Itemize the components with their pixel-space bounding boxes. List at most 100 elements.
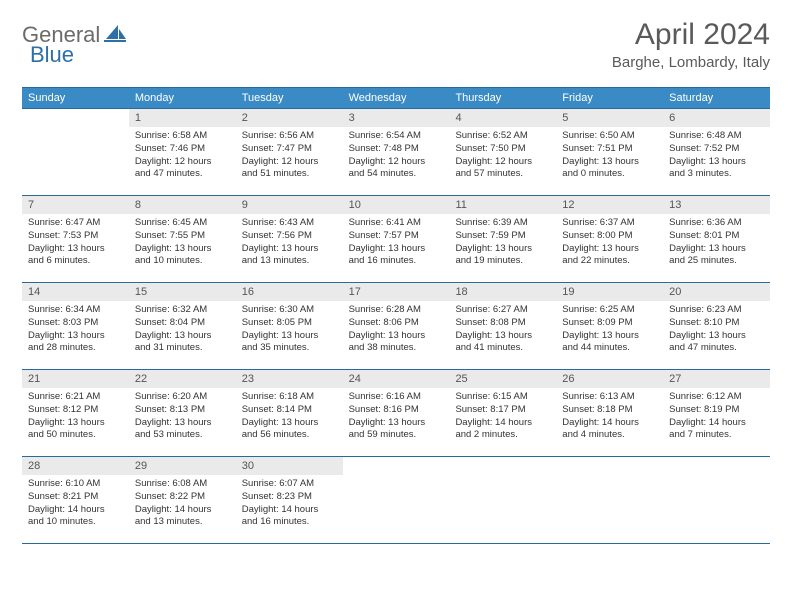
sunrise-line: Sunrise: 6:13 AM	[562, 391, 657, 404]
sunrise-line: Sunrise: 6:39 AM	[455, 217, 550, 230]
sunrise-line: Sunrise: 6:47 AM	[28, 217, 123, 230]
day-body: Sunrise: 6:34 AMSunset: 8:03 PMDaylight:…	[22, 301, 129, 360]
daylight-line: Daylight: 13 hours and 28 minutes.	[28, 330, 123, 356]
sunset-line: Sunset: 8:01 PM	[669, 230, 764, 243]
day-cell: 30Sunrise: 6:07 AMSunset: 8:23 PMDayligh…	[236, 457, 343, 543]
day-cell: 26Sunrise: 6:13 AMSunset: 8:18 PMDayligh…	[556, 370, 663, 456]
sunrise-line: Sunrise: 6:32 AM	[135, 304, 230, 317]
sunrise-line: Sunrise: 6:34 AM	[28, 304, 123, 317]
day-number: 22	[129, 370, 236, 388]
sunrise-line: Sunrise: 6:12 AM	[669, 391, 764, 404]
sunrise-line: Sunrise: 6:23 AM	[669, 304, 764, 317]
week-row: 28Sunrise: 6:10 AMSunset: 8:21 PMDayligh…	[22, 457, 770, 544]
sunrise-line: Sunrise: 6:21 AM	[28, 391, 123, 404]
day-body: Sunrise: 6:48 AMSunset: 7:52 PMDaylight:…	[663, 127, 770, 186]
day-number: 16	[236, 283, 343, 301]
sunset-line: Sunset: 7:46 PM	[135, 143, 230, 156]
day-body: Sunrise: 6:43 AMSunset: 7:56 PMDaylight:…	[236, 214, 343, 273]
day-number: 6	[663, 109, 770, 127]
daylight-line: Daylight: 13 hours and 22 minutes.	[562, 243, 657, 269]
daylight-line: Daylight: 14 hours and 13 minutes.	[135, 504, 230, 530]
day-cell: 27Sunrise: 6:12 AMSunset: 8:19 PMDayligh…	[663, 370, 770, 456]
day-body: Sunrise: 6:12 AMSunset: 8:19 PMDaylight:…	[663, 388, 770, 447]
daylight-line: Daylight: 12 hours and 54 minutes.	[349, 156, 444, 182]
day-cell: 12Sunrise: 6:37 AMSunset: 8:00 PMDayligh…	[556, 196, 663, 282]
day-cell: 18Sunrise: 6:27 AMSunset: 8:08 PMDayligh…	[449, 283, 556, 369]
sunrise-line: Sunrise: 6:30 AM	[242, 304, 337, 317]
calendar: SundayMondayTuesdayWednesdayThursdayFrid…	[22, 87, 770, 544]
day-number: 4	[449, 109, 556, 127]
day-body: Sunrise: 6:39 AMSunset: 7:59 PMDaylight:…	[449, 214, 556, 273]
day-cell: 3Sunrise: 6:54 AMSunset: 7:48 PMDaylight…	[343, 109, 450, 195]
sunrise-line: Sunrise: 6:48 AM	[669, 130, 764, 143]
day-number: 11	[449, 196, 556, 214]
day-cell: 23Sunrise: 6:18 AMSunset: 8:14 PMDayligh…	[236, 370, 343, 456]
day-body: Sunrise: 6:16 AMSunset: 8:16 PMDaylight:…	[343, 388, 450, 447]
day-body: Sunrise: 6:27 AMSunset: 8:08 PMDaylight:…	[449, 301, 556, 360]
header: General April 2024 Barghe, Lombardy, Ita…	[22, 18, 770, 71]
sunset-line: Sunset: 8:22 PM	[135, 491, 230, 504]
weekday-friday: Friday	[556, 88, 663, 108]
day-cell: .	[556, 457, 663, 543]
day-number: 23	[236, 370, 343, 388]
sunset-line: Sunset: 7:51 PM	[562, 143, 657, 156]
daylight-line: Daylight: 13 hours and 3 minutes.	[669, 156, 764, 182]
month-title: April 2024	[612, 18, 770, 52]
day-number: 8	[129, 196, 236, 214]
sunrise-line: Sunrise: 6:07 AM	[242, 478, 337, 491]
day-number: 2	[236, 109, 343, 127]
sunrise-line: Sunrise: 6:10 AM	[28, 478, 123, 491]
sunset-line: Sunset: 8:14 PM	[242, 404, 337, 417]
day-cell: 7Sunrise: 6:47 AMSunset: 7:53 PMDaylight…	[22, 196, 129, 282]
day-number: 7	[22, 196, 129, 214]
sunset-line: Sunset: 8:19 PM	[669, 404, 764, 417]
sunrise-line: Sunrise: 6:37 AM	[562, 217, 657, 230]
daylight-line: Daylight: 14 hours and 4 minutes.	[562, 417, 657, 443]
sunrise-line: Sunrise: 6:25 AM	[562, 304, 657, 317]
day-number: 29	[129, 457, 236, 475]
day-number: 1	[129, 109, 236, 127]
day-body: Sunrise: 6:10 AMSunset: 8:21 PMDaylight:…	[22, 475, 129, 534]
day-body: Sunrise: 6:45 AMSunset: 7:55 PMDaylight:…	[129, 214, 236, 273]
day-body: Sunrise: 6:37 AMSunset: 8:00 PMDaylight:…	[556, 214, 663, 273]
day-body: Sunrise: 6:15 AMSunset: 8:17 PMDaylight:…	[449, 388, 556, 447]
daylight-line: Daylight: 12 hours and 47 minutes.	[135, 156, 230, 182]
day-number: 18	[449, 283, 556, 301]
title-block: April 2024 Barghe, Lombardy, Italy	[612, 18, 770, 71]
day-number: 25	[449, 370, 556, 388]
sunrise-line: Sunrise: 6:41 AM	[349, 217, 444, 230]
day-cell: 17Sunrise: 6:28 AMSunset: 8:06 PMDayligh…	[343, 283, 450, 369]
daylight-line: Daylight: 13 hours and 19 minutes.	[455, 243, 550, 269]
sunset-line: Sunset: 7:53 PM	[28, 230, 123, 243]
weeks-container: .1Sunrise: 6:58 AMSunset: 7:46 PMDayligh…	[22, 109, 770, 544]
day-body: Sunrise: 6:07 AMSunset: 8:23 PMDaylight:…	[236, 475, 343, 534]
week-row: 7 Sunrise: 6:47 AMSunset: 7:53 PM Daylight…	[22, 196, 770, 283]
weekday-tuesday: Tuesday	[236, 88, 343, 108]
daylight-line: Daylight: 13 hours and 31 minutes.	[135, 330, 230, 356]
daylight-line: Daylight: 13 hours and 47 minutes.	[669, 330, 764, 356]
day-body: Sunrise: 6:23 AMSunset: 8:10 PMDaylight:…	[663, 301, 770, 360]
week-row: .1Sunrise: 6:58 AMSunset: 7:46 PMDayligh…	[22, 109, 770, 196]
day-number: 21	[22, 370, 129, 388]
day-cell: 14Sunrise: 6:34 AMSunset: 8:03 PMDayligh…	[22, 283, 129, 369]
sunset-line: Sunset: 8:05 PM	[242, 317, 337, 330]
day-cell: 9Sunrise: 6:43 AMSunset: 7:56 PMDaylight…	[236, 196, 343, 282]
day-number: 15	[129, 283, 236, 301]
week-row: 21Sunrise: 6:21 AMSunset: 8:12 PMDayligh…	[22, 370, 770, 457]
day-cell: .	[449, 457, 556, 543]
sunrise-line: Sunrise: 6:52 AM	[455, 130, 550, 143]
daylight-line: Daylight: 13 hours and 59 minutes.	[349, 417, 444, 443]
day-number: 19	[556, 283, 663, 301]
sunrise-line: Sunrise: 6:16 AM	[349, 391, 444, 404]
weekday-monday: Monday	[129, 88, 236, 108]
daylight-line: Daylight: 13 hours and 16 minutes.	[349, 243, 444, 269]
sunset-line: Sunset: 7:59 PM	[455, 230, 550, 243]
sunset-line: Sunset: 8:09 PM	[562, 317, 657, 330]
day-cell: 19Sunrise: 6:25 AMSunset: 8:09 PMDayligh…	[556, 283, 663, 369]
sunset-line: Sunset: 7:47 PM	[242, 143, 337, 156]
day-body: Sunrise: 6:08 AMSunset: 8:22 PMDaylight:…	[129, 475, 236, 534]
sunset-line: Sunset: 8:23 PM	[242, 491, 337, 504]
day-cell: 2Sunrise: 6:56 AMSunset: 7:47 PMDaylight…	[236, 109, 343, 195]
day-body: Sunrise: 6:52 AMSunset: 7:50 PMDaylight:…	[449, 127, 556, 186]
day-number: 30	[236, 457, 343, 475]
